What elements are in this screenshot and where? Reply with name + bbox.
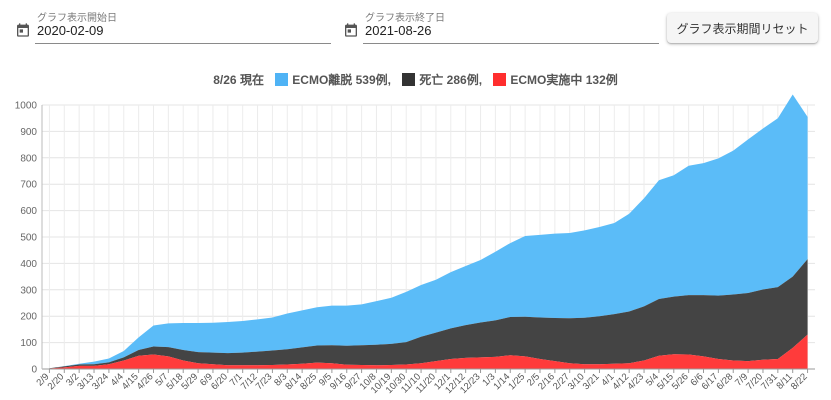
y-tick-label: 700 bbox=[20, 180, 37, 191]
y-tick-label: 100 bbox=[20, 338, 37, 349]
x-tick-label: 6/28 bbox=[715, 371, 736, 392]
x-tick-label: 1/25 bbox=[506, 371, 527, 392]
y-tick-label: 900 bbox=[20, 127, 37, 138]
y-tick-label: 300 bbox=[20, 285, 37, 296]
start-date-input[interactable] bbox=[35, 23, 329, 38]
y-tick-label: 200 bbox=[20, 312, 37, 323]
y-tick-label: 400 bbox=[20, 259, 37, 270]
x-tick-label: 2/20 bbox=[46, 371, 67, 392]
legend-label-deaths[interactable]: 死亡 286例, bbox=[419, 73, 483, 87]
legend-label-active[interactable]: ECMO実施中 132例 bbox=[510, 73, 618, 87]
area-series-deaths bbox=[49, 259, 808, 369]
x-tick-label: 7/23 bbox=[254, 371, 275, 392]
x-tick-label: 4/23 bbox=[625, 371, 646, 392]
y-tick-label: 800 bbox=[20, 153, 37, 164]
x-tick-label: 8/25 bbox=[298, 371, 319, 392]
legend-swatch-recovered[interactable] bbox=[275, 73, 289, 86]
legend-swatch-deaths[interactable] bbox=[402, 73, 416, 86]
ecmo-stacked-area-chart: 010020030040050060070080090010002/92/203… bbox=[15, 94, 815, 396]
area-series-recovered bbox=[49, 94, 808, 369]
calendar-icon[interactable] bbox=[15, 22, 31, 38]
chart-legend: 8/26 現在 ECMO離脱 539例, 死亡 286例, ECMO実施中 13… bbox=[0, 71, 831, 88]
end-date-field[interactable]: グラフ表示終了日 bbox=[343, 6, 659, 46]
y-tick-label: 0 bbox=[31, 365, 37, 376]
area-series-active bbox=[49, 334, 808, 369]
legend-label-recovered[interactable]: ECMO離脱 539例, bbox=[292, 73, 391, 87]
start-date-label: グラフ表示開始日 bbox=[37, 13, 117, 24]
x-tick-label: 6/20 bbox=[209, 371, 230, 392]
reset-period-button[interactable]: グラフ表示期間リセット bbox=[667, 13, 818, 43]
end-date-underline bbox=[363, 43, 659, 44]
end-date-input[interactable] bbox=[363, 23, 657, 38]
calendar-icon[interactable] bbox=[343, 22, 359, 38]
start-date-field[interactable]: グラフ表示開始日 bbox=[15, 6, 331, 46]
legend-swatch-active[interactable] bbox=[493, 73, 507, 86]
legend-prefix: 8/26 現在 bbox=[213, 73, 264, 87]
y-tick-label: 600 bbox=[20, 206, 37, 217]
x-tick-label: 8/22 bbox=[789, 371, 810, 392]
start-date-underline bbox=[35, 43, 331, 44]
x-tick-label: 3/24 bbox=[90, 371, 111, 392]
x-tick-label: 3/21 bbox=[581, 371, 602, 392]
end-date-label: グラフ表示終了日 bbox=[365, 13, 445, 24]
x-tick-label: 4/26 bbox=[135, 371, 156, 392]
y-tick-label: 500 bbox=[20, 233, 37, 244]
y-tick-label: 1000 bbox=[15, 101, 38, 112]
x-tick-label: 5/26 bbox=[670, 371, 691, 392]
x-tick-label: 5/29 bbox=[179, 371, 200, 392]
